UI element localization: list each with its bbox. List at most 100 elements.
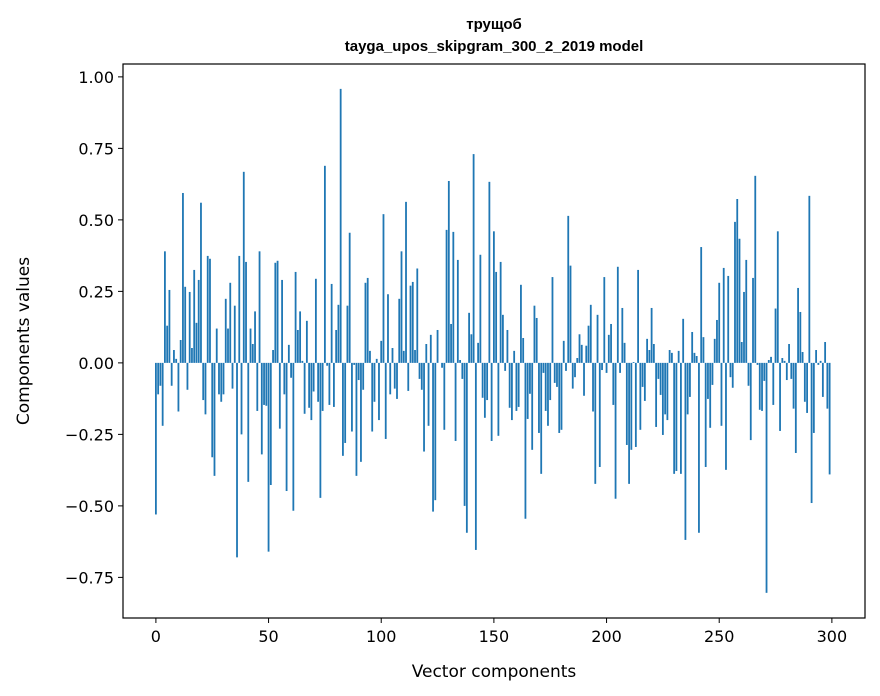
y-tick-label: −0.50 (65, 497, 114, 516)
y-tick-label: −0.25 (65, 425, 114, 444)
bar-201 (607, 334, 610, 363)
bar-294 (817, 362, 820, 365)
bar-203 (612, 362, 615, 405)
bar-45 (256, 362, 259, 411)
bar-87 (351, 362, 353, 432)
bar-211 (630, 362, 633, 450)
bar-123 (432, 362, 434, 512)
bar-173 (544, 362, 547, 411)
bar-78 (330, 283, 333, 363)
bar-47 (260, 362, 263, 455)
bar-67 (305, 320, 308, 363)
bar-244 (704, 362, 707, 467)
bar-8 (173, 350, 175, 363)
bar-134 (456, 259, 459, 363)
bar-199 (603, 277, 606, 363)
bar-278 (781, 358, 784, 363)
bar-191 (585, 345, 588, 363)
bar-189 (580, 344, 583, 363)
bar-21 (202, 362, 205, 401)
bar-5 (166, 325, 169, 363)
bar-29 (220, 362, 223, 402)
bar-31 (224, 298, 227, 363)
bar-227 (666, 362, 669, 421)
bar-139 (468, 312, 471, 363)
bar-215 (639, 362, 642, 430)
bar-66 (303, 362, 306, 414)
bar-143 (477, 342, 480, 363)
bar-289 (806, 362, 808, 413)
bar-226 (664, 362, 667, 415)
bar-9 (175, 358, 178, 363)
bar-253 (725, 362, 727, 470)
bar-222 (655, 362, 658, 427)
bar-90 (357, 362, 360, 381)
bar-7 (170, 362, 173, 386)
bar-74 (321, 362, 324, 411)
bar-290 (808, 195, 811, 363)
bar-26 (213, 362, 216, 476)
bar-197 (598, 362, 601, 467)
bar-174 (547, 362, 549, 426)
bar-54 (276, 260, 279, 363)
bar-130 (447, 180, 450, 363)
bar-176 (551, 277, 554, 363)
bar-56 (281, 279, 283, 363)
x-tick-label: 50 (258, 627, 278, 646)
bar-225 (661, 362, 664, 435)
bar-20 (200, 202, 202, 363)
bar-260 (740, 342, 743, 363)
bar-124 (434, 362, 437, 501)
bar-262 (745, 259, 748, 363)
bar-163 (522, 337, 525, 363)
bar-198 (601, 362, 603, 371)
bar-57 (283, 362, 286, 395)
bar-281 (788, 344, 790, 363)
bar-271 (765, 362, 768, 593)
bar-65 (301, 360, 304, 363)
bar-60 (290, 362, 292, 378)
bar-293 (815, 350, 818, 363)
bar-16 (191, 348, 193, 363)
bar-0 (154, 362, 157, 515)
bar-15 (188, 291, 191, 363)
bar-30 (222, 362, 225, 395)
bar-81 (337, 304, 340, 363)
chart-title-word: трущоб (466, 16, 522, 33)
bar-41 (247, 362, 250, 482)
bar-102 (384, 362, 387, 439)
bar-277 (779, 362, 781, 431)
x-tick-label: 150 (479, 627, 510, 646)
bar-108 (398, 298, 401, 363)
bar-34 (231, 362, 234, 389)
bar-216 (641, 362, 644, 387)
bar-288 (803, 362, 806, 402)
bar-233 (680, 362, 682, 474)
bar-275 (774, 308, 777, 363)
bar-140 (470, 334, 473, 363)
bar-99 (378, 362, 380, 421)
bar-89 (355, 362, 358, 476)
bar-205 (616, 266, 619, 363)
bar-64 (299, 311, 302, 363)
bar-3 (161, 362, 164, 426)
bar-58 (285, 362, 288, 492)
bar-236 (686, 362, 689, 415)
bar-39 (242, 171, 245, 363)
bar-194 (592, 362, 594, 412)
bar-258 (736, 198, 739, 363)
bar-72 (317, 362, 320, 402)
bar-105 (391, 348, 394, 363)
bar-88 (353, 362, 356, 365)
bar-63 (296, 329, 299, 363)
y-tick-label: 0.25 (78, 282, 114, 301)
bar-116 (416, 268, 419, 363)
bar-122 (429, 334, 432, 363)
bar-200 (605, 362, 608, 373)
bar-159 (513, 350, 516, 363)
bar-59 (287, 344, 290, 363)
bar-113 (409, 285, 412, 363)
bar-187 (576, 358, 579, 363)
bar-296 (821, 362, 824, 397)
bar-283 (792, 362, 795, 409)
